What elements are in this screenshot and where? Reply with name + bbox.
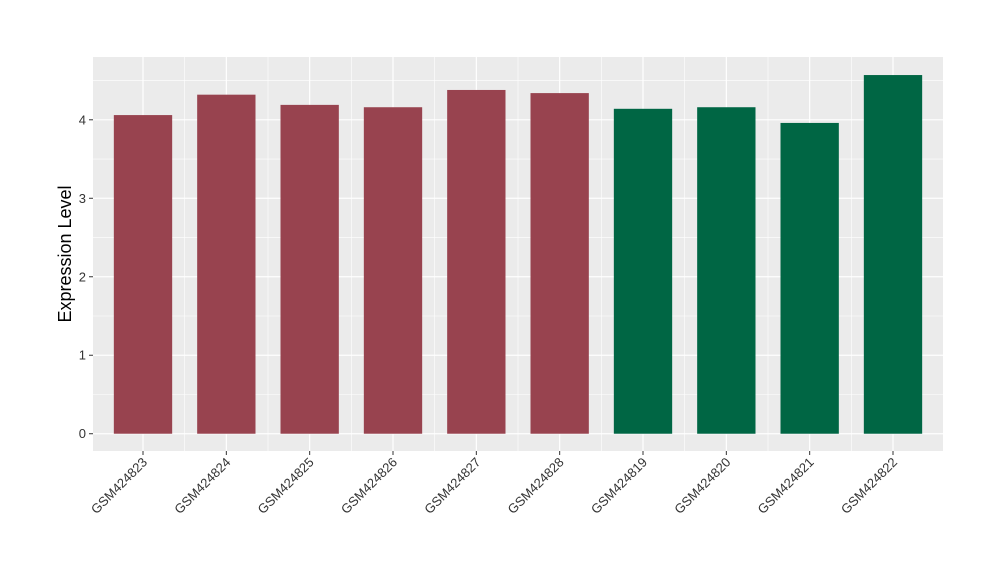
bar-GSM424822 xyxy=(863,75,923,434)
y-axis: 0 1 2 3 4 xyxy=(79,112,93,441)
x-tick-label: GSM424820 xyxy=(671,455,733,517)
x-tick-label: GSM424828 xyxy=(505,455,567,517)
x-tick-label: GSM424819 xyxy=(588,455,650,517)
y-tick-label: 3 xyxy=(79,191,86,206)
bar-GSM424828 xyxy=(530,93,589,434)
x-tick-label: GSM424823 xyxy=(88,455,150,517)
bar-GSM424824 xyxy=(197,94,256,434)
bar-GSM424819 xyxy=(613,108,673,434)
x-tick-label: GSM424825 xyxy=(255,455,317,517)
y-tick-label: 4 xyxy=(79,112,86,127)
bars xyxy=(113,75,923,434)
x-axis: GSM424823 GSM424824 GSM424825 GSM424826 GSM4… xyxy=(88,451,900,517)
x-tick-label: GSM424821 xyxy=(755,455,817,517)
bar-GSM424826 xyxy=(363,107,423,434)
y-axis-title: Expression Level xyxy=(55,185,75,322)
bar-GSM424820 xyxy=(697,107,756,434)
bar-GSM424823 xyxy=(113,115,173,434)
y-tick-label: 0 xyxy=(79,426,86,441)
y-tick-label: 2 xyxy=(79,269,86,284)
x-tick-label: GSM424827 xyxy=(421,455,483,517)
x-tick-label: GSM424826 xyxy=(338,455,400,517)
y-tick-label: 1 xyxy=(79,348,86,363)
bar-GSM424825 xyxy=(280,104,339,434)
x-tick-label: GSM424822 xyxy=(838,455,900,517)
x-tick-label: GSM424824 xyxy=(171,455,233,517)
bar-GSM424821 xyxy=(780,122,839,434)
bar-GSM424827 xyxy=(447,89,506,434)
